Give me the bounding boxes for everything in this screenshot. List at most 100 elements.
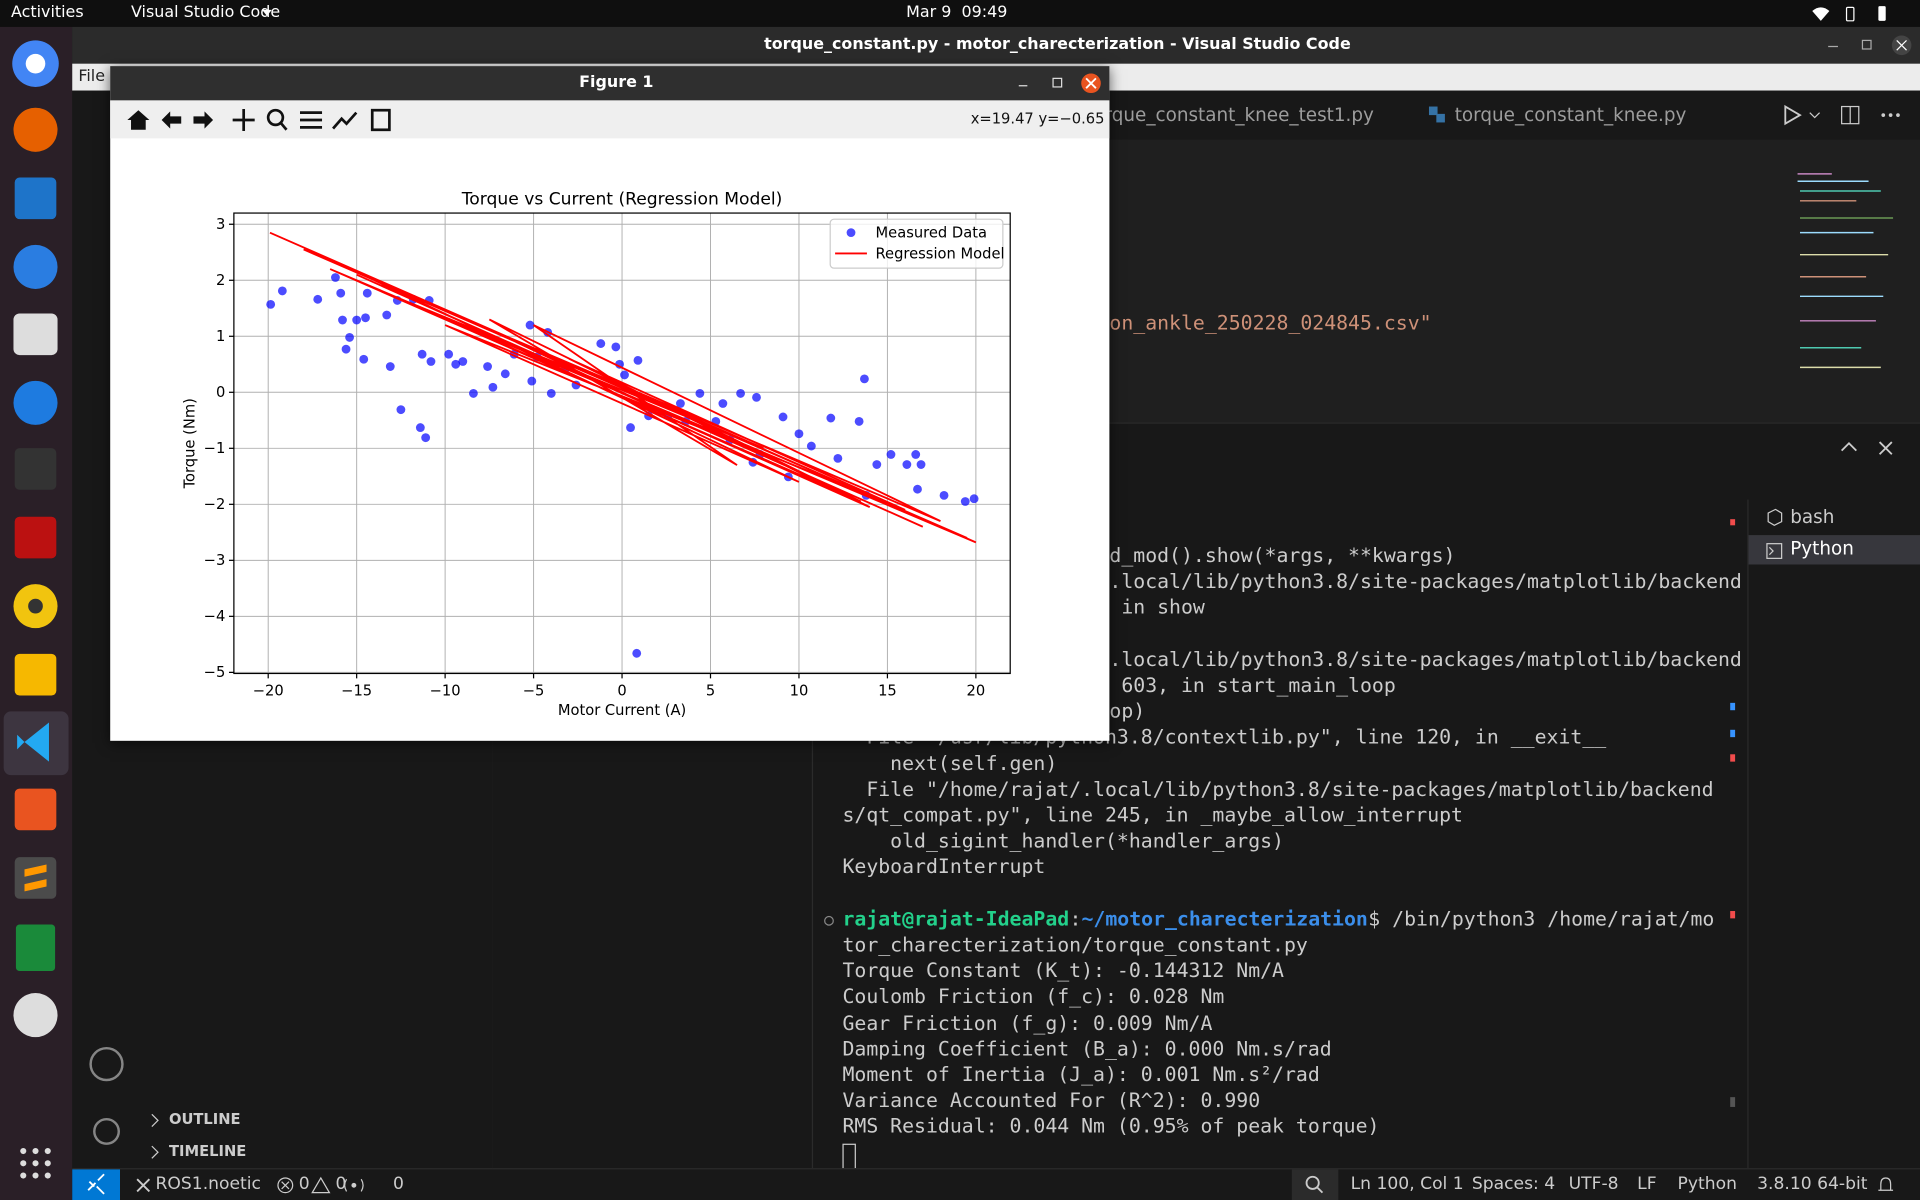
interpreter[interactable]: 3.8.10 64-bit xyxy=(1757,1174,1868,1194)
warning-count[interactable]: 0 xyxy=(335,1174,347,1194)
legend-label: Regression Model xyxy=(876,245,1005,262)
app-menu[interactable]: Visual Studio Code xyxy=(131,3,281,23)
data-point xyxy=(341,344,351,354)
dropdown-arrow xyxy=(262,9,272,16)
data-point xyxy=(458,357,468,366)
y-tick-label: −2 xyxy=(204,496,226,513)
data-point xyxy=(596,339,606,348)
data-point xyxy=(396,405,406,415)
data-point xyxy=(960,497,970,506)
data-point xyxy=(854,417,864,426)
updater-icon[interactable] xyxy=(13,993,58,1038)
legend-marker xyxy=(846,228,856,238)
encoding[interactable]: UTF-8 xyxy=(1568,1174,1619,1194)
minimap xyxy=(1797,173,1894,369)
x-tick-label: 15 xyxy=(878,683,897,700)
remote-indicator[interactable] xyxy=(72,1169,121,1200)
terminal-session[interactable]: bash xyxy=(1790,505,1835,528)
data-point xyxy=(886,450,896,459)
sublime-icon[interactable] xyxy=(14,857,57,899)
app-icon[interactable] xyxy=(14,516,57,559)
data-point xyxy=(266,299,276,309)
zoom-indicator[interactable] xyxy=(1291,1169,1339,1200)
editor-tab[interactable]: rque_constant_knee_test1.py xyxy=(1104,104,1374,127)
data-point xyxy=(615,359,624,369)
dock xyxy=(0,26,73,1200)
legend-box xyxy=(829,218,1004,269)
calc-icon[interactable] xyxy=(14,653,57,696)
remote-name[interactable]: ROS1.noetic xyxy=(155,1174,261,1194)
editor-tab[interactable]: torque_constant_knee.py xyxy=(1454,104,1687,127)
chart: −20 −15 −10 −5 0 5 10 15 20−5−4−3−2−10123Torque … xyxy=(182,189,1011,719)
data-point xyxy=(778,412,788,422)
language-mode[interactable]: Python xyxy=(1677,1174,1737,1194)
data-point xyxy=(444,349,454,359)
problem-icons xyxy=(277,1176,364,1194)
files-icon[interactable] xyxy=(13,313,58,356)
data-point xyxy=(752,392,761,402)
activities[interactable]: Activities xyxy=(11,3,84,23)
figure-title-bar: Figure 1 xyxy=(110,66,1110,101)
data-point xyxy=(385,362,395,371)
data-point xyxy=(421,433,431,443)
panel-actions[interactable] xyxy=(1837,438,1910,458)
help-icon[interactable] xyxy=(13,380,58,425)
line-ending[interactable]: LF xyxy=(1637,1174,1657,1194)
data-point xyxy=(336,288,346,298)
indentation[interactable]: Spaces: 4 xyxy=(1471,1174,1556,1194)
data-point xyxy=(415,423,425,432)
window-title-bar: torque_constant.py - motor_charecterizat… xyxy=(72,26,1920,64)
data-point xyxy=(345,332,354,342)
editor-actions[interactable] xyxy=(1778,103,1913,127)
data-point xyxy=(313,294,323,304)
session-icons xyxy=(1766,508,1783,559)
regression-line xyxy=(269,231,977,544)
data-point xyxy=(826,413,836,423)
x-tick-label: −15 xyxy=(341,683,372,700)
error-count[interactable]: 0 xyxy=(298,1174,310,1194)
dock-icons xyxy=(3,40,69,1179)
data-point xyxy=(939,490,949,500)
vscode-icon[interactable] xyxy=(17,722,49,762)
account-icon[interactable] xyxy=(89,1046,124,1082)
apps-grid[interactable] xyxy=(20,1147,51,1179)
remote-icon xyxy=(136,1178,151,1193)
figure-window-controls[interactable] xyxy=(1014,71,1107,95)
scrollbar-markers xyxy=(1730,519,1736,1107)
outline-section[interactable]: OUTLINE xyxy=(168,1110,241,1128)
writer-icon[interactable] xyxy=(14,177,57,220)
top-bar: Activities Visual Studio Code Mar 9 09:4… xyxy=(0,0,1920,27)
y-tick-label: −3 xyxy=(204,552,226,569)
firefox-icon[interactable] xyxy=(13,107,58,152)
terminal-list: bash Python xyxy=(1747,499,1920,1170)
data-point xyxy=(338,315,347,325)
x-axis-label: Motor Current (A) xyxy=(558,702,686,719)
panel-divider xyxy=(811,499,814,1170)
sheets-icon[interactable] xyxy=(15,924,56,972)
window-controls[interactable] xyxy=(1823,34,1916,56)
data-point xyxy=(362,288,372,298)
timeline-section[interactable]: TIMELINE xyxy=(168,1142,247,1160)
notifications-icon[interactable] xyxy=(1877,1176,1894,1196)
thunderbird-icon[interactable] xyxy=(13,244,58,289)
menu-file[interactable]: File xyxy=(78,67,106,86)
y-axis-label: Torque (Nm) xyxy=(182,398,199,489)
x-tick-label: 10 xyxy=(790,683,809,700)
system-tray[interactable] xyxy=(1810,4,1908,24)
terminal-session[interactable]: Python xyxy=(1790,537,1854,560)
data-point xyxy=(546,389,556,398)
software-icon[interactable] xyxy=(14,788,57,831)
cursor-position[interactable]: Ln 100, Col 1 xyxy=(1350,1174,1464,1194)
settings-icon[interactable] xyxy=(93,1117,121,1145)
x-tick-label: 5 xyxy=(706,683,715,700)
data-point xyxy=(361,313,370,323)
clock[interactable]: Mar 9 09:49 xyxy=(906,3,1008,23)
ports-count[interactable]: 0 xyxy=(393,1174,404,1194)
data-point xyxy=(611,342,621,352)
toolbar-icons[interactable] xyxy=(125,107,407,134)
y-tick-label: 2 xyxy=(216,272,225,289)
data-point xyxy=(426,357,436,366)
terminal-icon[interactable] xyxy=(14,448,57,490)
legend-label: Measured Data xyxy=(876,225,987,242)
section-chevrons xyxy=(151,1113,159,1159)
